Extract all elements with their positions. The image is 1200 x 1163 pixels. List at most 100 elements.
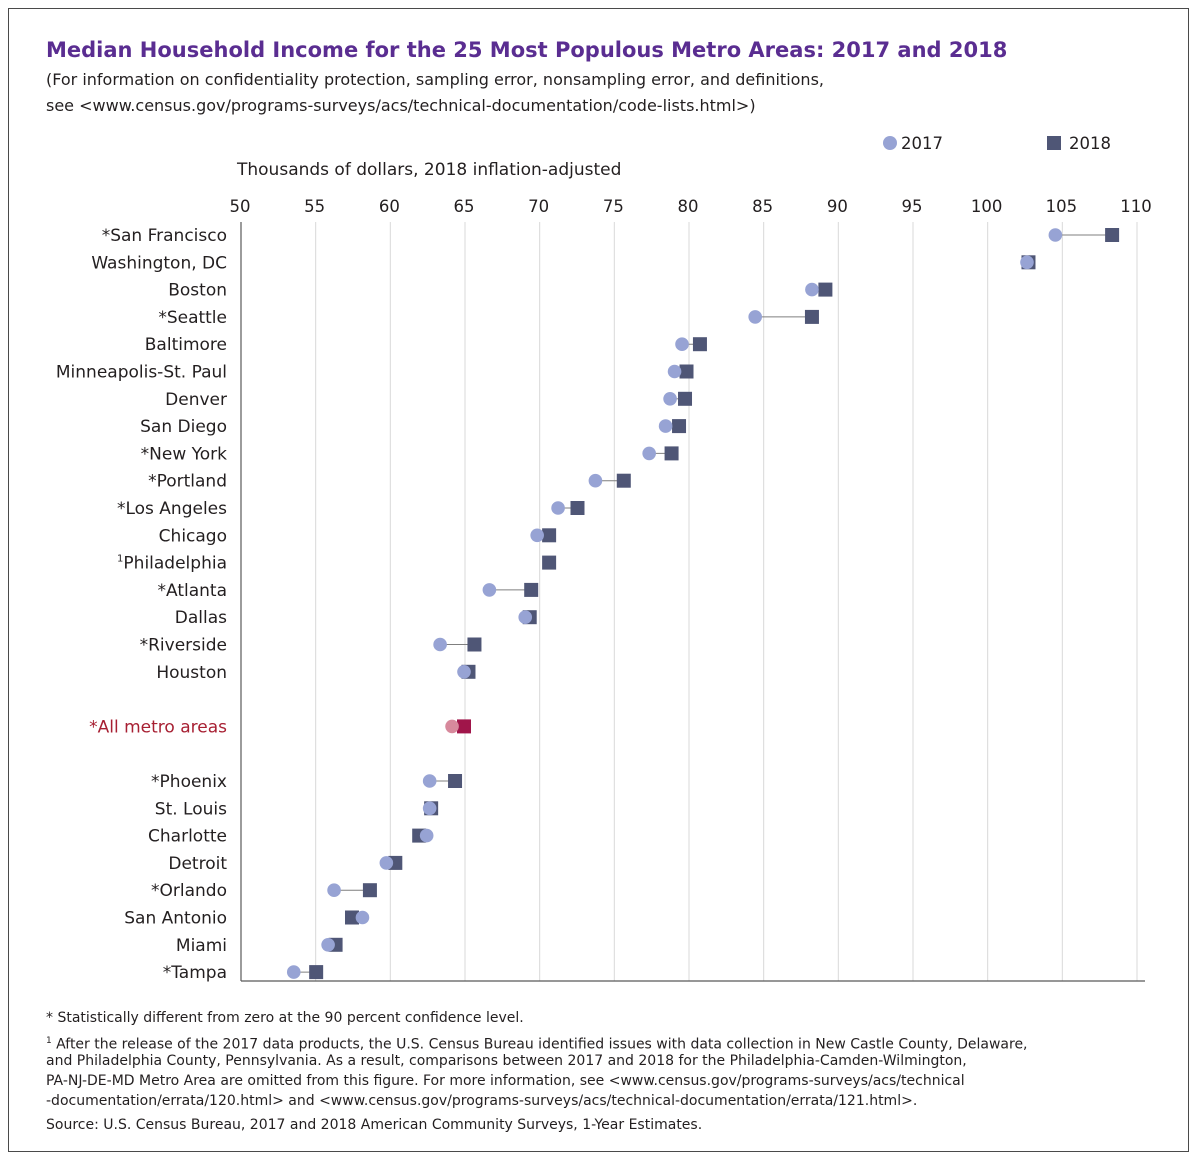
marker-2017 [551, 501, 565, 515]
row-label: *Tampa [163, 963, 227, 983]
row-phoenix: *Phoenix [151, 772, 463, 792]
marker-2017 [457, 665, 471, 679]
row-atlanta: *Atlanta [158, 581, 539, 601]
row-label: *All metro areas [89, 717, 227, 737]
row-label: 1Philadelphia [117, 554, 227, 574]
row-label: San Diego [140, 417, 227, 437]
row-label: *Seattle [158, 308, 227, 328]
row-label: *San Francisco [102, 226, 227, 246]
figure-frame [8, 8, 1189, 1152]
row-baltimore: Baltimore [145, 335, 707, 355]
marker-2017 [663, 392, 677, 406]
subtitle-line-1: (For information on confidentiality prot… [46, 70, 824, 89]
row-all-metro-areas: *All metro areas [89, 717, 471, 737]
gridlines [315, 222, 1138, 981]
row-chicago: Chicago [159, 526, 557, 546]
row-charlotte: Charlotte [148, 827, 434, 847]
x-tick-110: 110 [1120, 197, 1152, 216]
row-san-francisco: *San Francisco [102, 226, 1120, 246]
row-label: Boston [168, 281, 227, 301]
row-label: Denver [165, 390, 227, 410]
marker-2017 [321, 938, 335, 952]
marker-2017 [286, 965, 301, 979]
row-label: *Phoenix [151, 772, 227, 792]
legend: 2017 2018 [883, 134, 1111, 153]
marker-2017 [1020, 255, 1034, 270]
marker-2018 [524, 582, 539, 597]
row-label: Detroit [168, 854, 227, 874]
x-tick-65: 65 [454, 197, 475, 216]
marker-2017 [327, 883, 341, 897]
x-tick-55: 55 [304, 197, 325, 216]
marker-2018 [818, 282, 833, 297]
chart-title: Median Household Income for the 25 Most … [46, 38, 1008, 62]
marker-2017 [422, 801, 437, 816]
marker-2018 [672, 419, 687, 434]
marker-2018 [362, 883, 377, 898]
marker-2018 [345, 910, 359, 925]
legend-2018-label: 2018 [1069, 134, 1111, 153]
row-label: *Riverside [140, 636, 227, 656]
row-label: St. Louis [155, 799, 227, 819]
row-dallas: Dallas [175, 608, 537, 628]
marker-2018 [542, 555, 557, 570]
row-label: *Atlanta [158, 581, 228, 601]
row-san-antonio: San Antonio [124, 909, 370, 929]
marker-2018 [570, 501, 585, 515]
footnote-1-line-1: 1 After the release of the 2017 data pro… [46, 1032, 1028, 1054]
marker-2017 [642, 446, 656, 461]
row-label: *New York [141, 444, 228, 464]
marker-2017 [518, 610, 533, 624]
row-label: Baltimore [145, 335, 227, 355]
x-axis-label: Thousands of dollars, 2018 inflation-adj… [236, 160, 621, 180]
marker-2017 [355, 910, 370, 925]
row-label: *Los Angeles [117, 499, 227, 519]
marker-2018 [309, 965, 324, 980]
footnote-1-line-2: and Philadelphia County, Pennsylvania. A… [46, 1053, 967, 1069]
legend-2017-marker [883, 136, 897, 150]
x-tick-90: 90 [827, 197, 848, 216]
marker-2018 [664, 446, 679, 461]
row-seattle: *Seattle [158, 308, 819, 328]
x-tick-75: 75 [603, 197, 624, 216]
x-tick-50: 50 [230, 197, 251, 216]
marker-2018 [467, 637, 482, 652]
x-tick-70: 70 [528, 197, 549, 216]
legend-2018-marker [1047, 136, 1061, 150]
row-portland: *Portland [148, 472, 631, 492]
marker-2018 [1105, 228, 1120, 242]
legend-2017-label: 2017 [901, 134, 943, 153]
marker-2017 [445, 719, 459, 734]
marker-2017 [419, 828, 434, 843]
row-label: Chicago [159, 526, 227, 546]
row-riverside: *Riverside [140, 636, 482, 656]
marker-2017 [1048, 228, 1063, 242]
row-label: Minneapolis-St. Paul [56, 363, 227, 383]
marker-2018 [457, 719, 471, 734]
row-label: San Antonio [124, 909, 227, 929]
marker-2018 [616, 473, 631, 488]
footnote-1-text: After the release of the 2017 data produ… [51, 1036, 1028, 1053]
marker-2017 [530, 528, 544, 543]
marker-2017 [422, 774, 437, 788]
marker-2018 [678, 391, 693, 406]
marker-2017 [805, 282, 819, 297]
axes [240, 222, 1145, 982]
row-detroit: Detroit [168, 854, 403, 874]
row-boston: Boston [168, 281, 833, 301]
row-san-diego: San Diego [140, 417, 687, 437]
marker-2017 [588, 473, 603, 488]
marker-2018 [804, 309, 819, 324]
row-houston: Houston [156, 663, 476, 683]
row-minneapolis-st-paul: Minneapolis-St. Paul [56, 363, 694, 383]
source-note: Source: U.S. Census Bureau, 2017 and 201… [46, 1117, 703, 1133]
marker-2017 [379, 856, 394, 870]
marker-2018 [679, 364, 694, 379]
x-tick-labels: 50 55 60 65 70 75 80 85 90 95 100 105 110 [230, 197, 1152, 216]
row-denver: Denver [165, 390, 693, 410]
row-label: Dallas [175, 608, 227, 628]
row-label: Miami [176, 936, 227, 956]
marker-2017 [675, 337, 689, 352]
row-st-louis: St. Louis [155, 799, 439, 819]
